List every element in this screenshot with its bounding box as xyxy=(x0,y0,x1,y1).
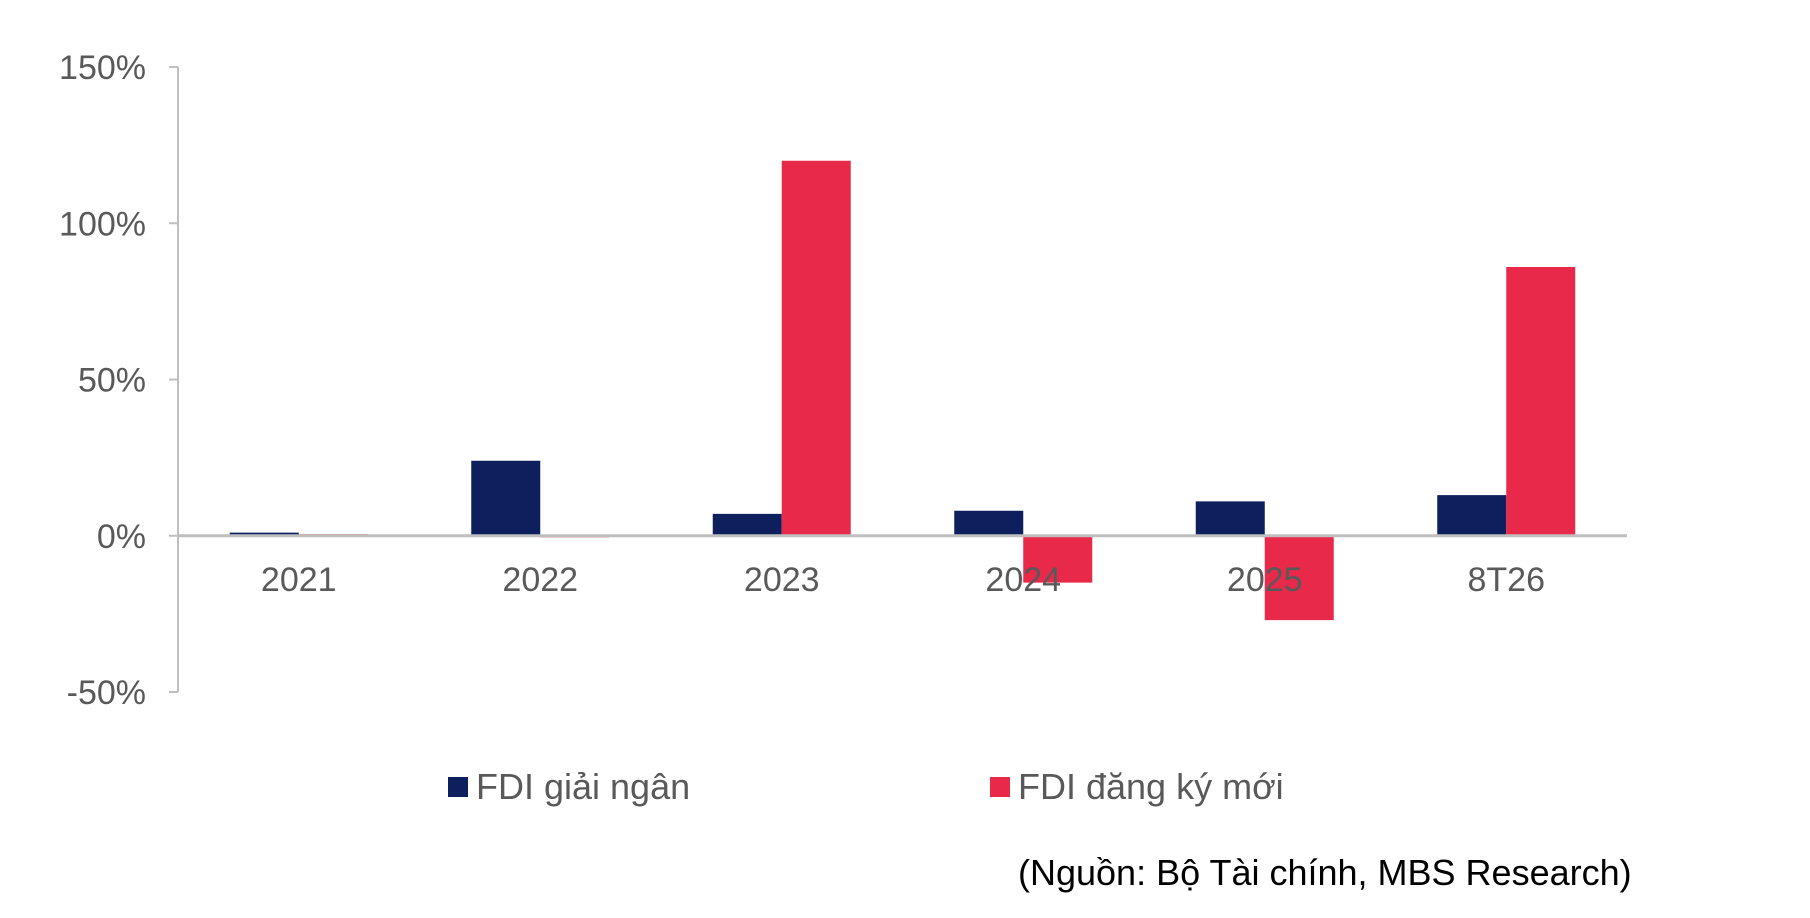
y-tick-label: 0% xyxy=(97,518,146,556)
x-tick-label: 2022 xyxy=(502,561,578,599)
legend-item-registered: FDI đăng ký mới xyxy=(990,766,1284,808)
x-axis-labels: 2021 2022 2023 2024 2025 8T26 xyxy=(261,561,1545,599)
x-tick-label: 2024 xyxy=(985,561,1061,599)
y-tick-label: -50% xyxy=(67,674,146,712)
legend-swatch-registered xyxy=(990,777,1010,797)
bar-registered-2024 xyxy=(1023,535,1093,583)
bar-disbursed-2024 xyxy=(954,510,1024,536)
legend-label-disbursed: FDI giải ngân xyxy=(476,766,691,807)
bar-disbursed-2025 xyxy=(1195,501,1265,536)
legend-swatch-disbursed xyxy=(448,777,468,797)
source-note: (Nguồn: Bộ Tài chính, MBS Research) xyxy=(1018,852,1632,893)
y-tick-label: 150% xyxy=(59,49,146,87)
legend-item-disbursed: FDI giải ngân xyxy=(448,766,690,808)
bar-registered-2025 xyxy=(1264,535,1334,621)
x-tick-label: 2025 xyxy=(1227,561,1303,599)
x-tick-label: 8T26 xyxy=(1468,561,1546,599)
x-tick-label: 2021 xyxy=(261,561,337,599)
bar-disbursed-8T26 xyxy=(1437,495,1507,536)
bar-registered-8T26 xyxy=(1506,267,1576,536)
bar-disbursed-2021 xyxy=(229,532,299,536)
bar-registered-2023 xyxy=(781,160,851,536)
bar-disbursed-2022 xyxy=(471,460,541,536)
legend-label-registered: FDI đăng ký mới xyxy=(1018,766,1284,807)
y-tick-label: 100% xyxy=(59,205,146,243)
y-axis: 150% 100% 50% 0% -50% xyxy=(59,49,179,712)
y-tick-label: 50% xyxy=(78,362,146,400)
bars xyxy=(229,160,1576,621)
bar-disbursed-2023 xyxy=(712,513,782,536)
x-tick-label: 2023 xyxy=(744,561,820,599)
